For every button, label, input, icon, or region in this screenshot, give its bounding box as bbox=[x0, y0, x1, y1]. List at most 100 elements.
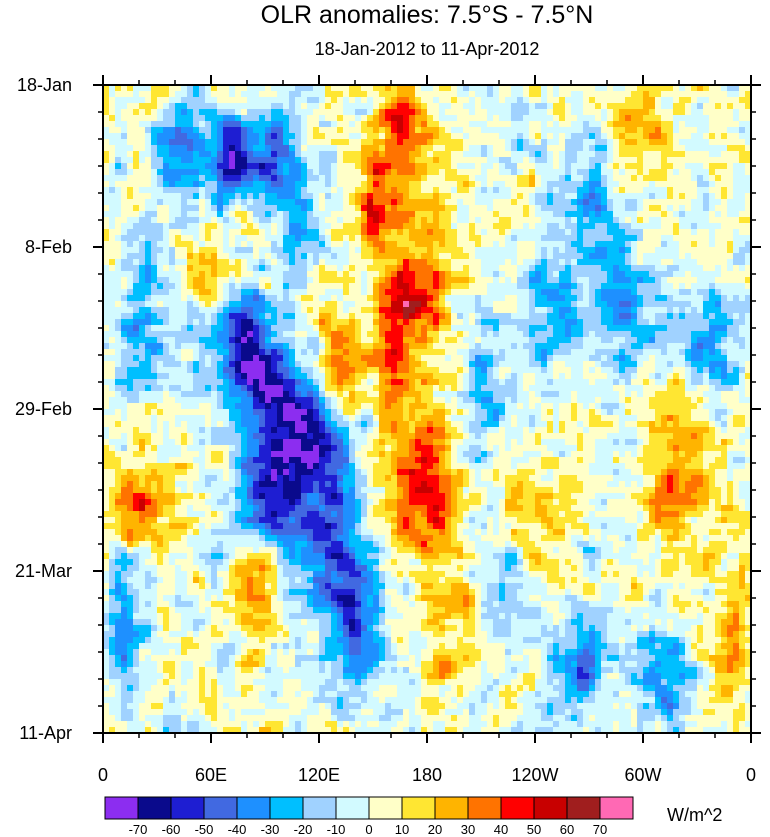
heatmap-cell bbox=[109, 163, 116, 170]
heatmap-cell bbox=[325, 199, 332, 206]
heatmap-cell bbox=[421, 331, 428, 338]
heatmap-cell bbox=[115, 187, 122, 194]
heatmap-cell bbox=[127, 163, 134, 170]
heatmap-cell bbox=[649, 193, 656, 200]
heatmap-cell bbox=[271, 343, 278, 350]
heatmap-cell bbox=[511, 175, 518, 182]
heatmap-cell bbox=[373, 199, 380, 206]
heatmap-cell bbox=[343, 289, 350, 296]
heatmap-cell bbox=[727, 289, 734, 296]
heatmap-cell bbox=[499, 193, 506, 200]
heatmap-cell bbox=[265, 121, 272, 128]
heatmap-cell bbox=[499, 181, 506, 188]
heatmap-cell bbox=[679, 109, 686, 116]
heatmap-cell bbox=[685, 109, 692, 116]
heatmap-cell bbox=[673, 103, 680, 110]
heatmap-cell bbox=[349, 337, 356, 344]
heatmap-cell bbox=[277, 145, 284, 152]
heatmap-cell bbox=[667, 133, 674, 140]
heatmap-cell bbox=[289, 241, 296, 248]
heatmap-cell bbox=[289, 235, 296, 242]
heatmap-cell bbox=[223, 187, 230, 194]
heatmap-cell bbox=[661, 205, 668, 212]
heatmap-cell bbox=[673, 241, 680, 248]
heatmap-cell bbox=[415, 175, 422, 182]
heatmap-cell bbox=[709, 97, 716, 104]
heatmap-cell bbox=[655, 109, 662, 116]
heatmap-cell bbox=[583, 133, 590, 140]
heatmap-cell bbox=[619, 205, 626, 212]
heatmap-cell bbox=[103, 181, 110, 188]
heatmap-cell bbox=[121, 277, 128, 284]
heatmap-cell bbox=[349, 199, 356, 206]
heatmap-cell bbox=[475, 127, 482, 134]
heatmap-cell bbox=[469, 289, 476, 296]
heatmap-cell bbox=[601, 343, 608, 350]
heatmap-cell bbox=[655, 289, 662, 296]
heatmap-cell bbox=[313, 85, 320, 92]
heatmap-cell bbox=[121, 91, 128, 98]
heatmap-cell bbox=[127, 181, 134, 188]
heatmap-cell bbox=[565, 325, 572, 332]
heatmap-cell bbox=[679, 229, 686, 236]
heatmap-cell bbox=[199, 127, 206, 134]
heatmap-cell bbox=[553, 259, 560, 266]
heatmap-cell bbox=[553, 223, 560, 230]
heatmap-cell bbox=[247, 301, 254, 308]
heatmap-cell bbox=[565, 319, 572, 326]
heatmap-cell bbox=[205, 175, 212, 182]
heatmap-cell bbox=[223, 301, 230, 308]
heatmap-cell bbox=[445, 85, 452, 92]
heatmap-cell bbox=[703, 127, 710, 134]
heatmap-cell bbox=[667, 325, 674, 332]
heatmap-cell bbox=[739, 253, 746, 260]
heatmap-cell bbox=[445, 283, 452, 290]
heatmap-cell bbox=[601, 265, 608, 272]
heatmap-cell bbox=[571, 163, 578, 170]
heatmap-cell bbox=[745, 145, 751, 152]
heatmap-cell bbox=[667, 205, 674, 212]
heatmap-cell bbox=[121, 115, 128, 122]
heatmap-cell bbox=[391, 235, 398, 242]
heatmap-cell bbox=[385, 157, 392, 164]
heatmap-cell bbox=[103, 259, 110, 266]
heatmap-cell bbox=[139, 91, 146, 98]
heatmap-cell bbox=[361, 265, 368, 272]
heatmap-cell bbox=[547, 229, 554, 236]
heatmap-cell bbox=[637, 313, 644, 320]
heatmap-cell bbox=[307, 271, 314, 278]
heatmap-cell bbox=[691, 331, 698, 338]
heatmap-cell bbox=[397, 295, 404, 302]
heatmap-cell bbox=[277, 253, 284, 260]
heatmap-cell bbox=[349, 139, 356, 146]
heatmap-cell bbox=[475, 271, 482, 278]
heatmap-cell bbox=[415, 235, 422, 242]
heatmap-cell bbox=[283, 295, 290, 302]
heatmap-cell bbox=[253, 235, 260, 242]
heatmap-cell bbox=[301, 109, 308, 116]
heatmap-cell bbox=[109, 301, 116, 308]
heatmap-cell bbox=[673, 115, 680, 122]
heatmap-cell bbox=[133, 121, 140, 128]
heatmap-cell bbox=[367, 307, 374, 314]
heatmap-cell bbox=[385, 109, 392, 116]
heatmap-cell bbox=[481, 91, 488, 98]
heatmap-cell bbox=[325, 145, 332, 152]
heatmap-cell bbox=[343, 199, 350, 206]
heatmap-cell bbox=[595, 337, 602, 344]
heatmap-cell bbox=[661, 97, 668, 104]
heatmap-cell bbox=[259, 151, 266, 158]
heatmap-cell bbox=[691, 169, 698, 176]
heatmap-cell bbox=[643, 337, 650, 344]
heatmap-cell bbox=[199, 199, 206, 206]
heatmap-cell bbox=[181, 265, 188, 272]
heatmap-cell bbox=[709, 253, 716, 260]
heatmap-cell bbox=[487, 265, 494, 272]
heatmap-cell bbox=[301, 217, 308, 224]
heatmap-cell bbox=[337, 289, 344, 296]
heatmap-cell bbox=[193, 175, 200, 182]
heatmap-cell bbox=[217, 115, 224, 122]
heatmap-cell bbox=[127, 235, 134, 242]
heatmap-cell bbox=[109, 277, 116, 284]
heatmap-cell bbox=[487, 349, 494, 356]
